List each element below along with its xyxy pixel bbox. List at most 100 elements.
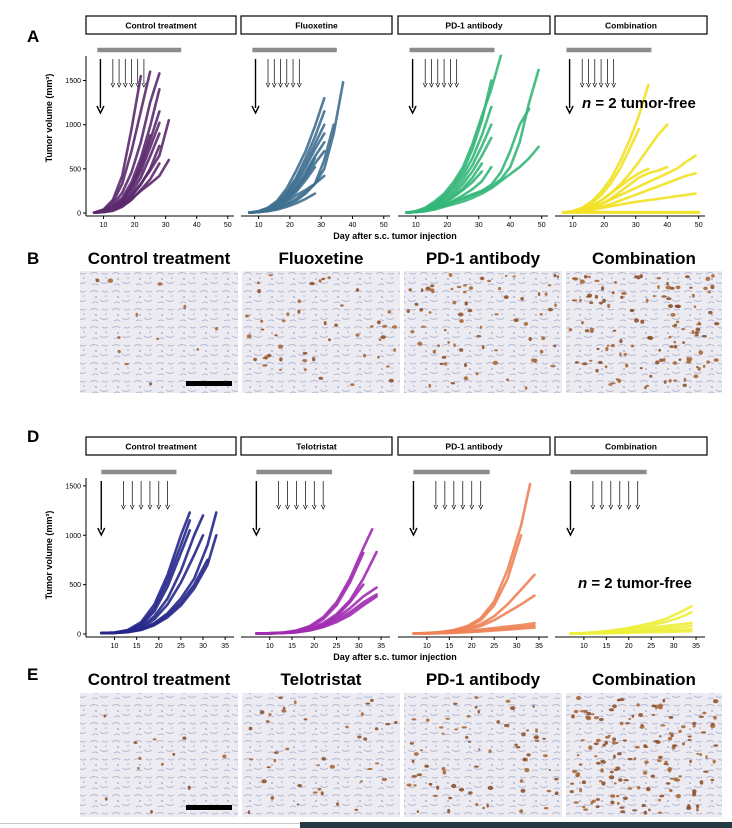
stained-cell bbox=[668, 379, 672, 383]
stained-cell bbox=[411, 718, 417, 721]
stained-cell bbox=[585, 716, 592, 721]
stained-cell bbox=[428, 783, 432, 786]
x-tick-label: 35 bbox=[221, 643, 229, 650]
stained-cell bbox=[532, 705, 535, 708]
histology-label: Fluoxetine bbox=[278, 249, 363, 268]
x-tick-label: 10 bbox=[423, 643, 431, 650]
stained-cell bbox=[539, 313, 543, 316]
stained-cell bbox=[274, 334, 278, 337]
stained-cell bbox=[605, 346, 609, 352]
cell-injection-arrow bbox=[408, 59, 417, 115]
treatment-arrow bbox=[156, 481, 162, 510]
stained-cell bbox=[520, 297, 524, 301]
stained-cell bbox=[672, 744, 678, 747]
treatment-arrow bbox=[460, 481, 466, 510]
stained-cell bbox=[302, 359, 308, 363]
stained-cell bbox=[441, 355, 447, 359]
stained-cell bbox=[648, 808, 651, 812]
stained-cell bbox=[576, 695, 582, 701]
stained-cell bbox=[534, 739, 540, 743]
stained-cell bbox=[296, 803, 300, 806]
stained-cell bbox=[589, 327, 595, 331]
scale-bar bbox=[186, 805, 232, 810]
stained-cell bbox=[408, 288, 412, 292]
treatment-arrow bbox=[422, 59, 428, 88]
stained-cell bbox=[487, 785, 494, 791]
stained-cell bbox=[639, 367, 643, 370]
stained-cell bbox=[362, 354, 367, 358]
stained-cell bbox=[708, 310, 713, 315]
stained-cell bbox=[370, 698, 374, 703]
growth-chart-d-2: Telotristat 10 15 20 25 30 35 bbox=[240, 436, 393, 650]
stained-cell bbox=[636, 703, 640, 707]
x-tick-label: 25 bbox=[490, 643, 498, 650]
stained-cell bbox=[279, 368, 282, 371]
treatment-arrow bbox=[608, 481, 614, 510]
stained-cell bbox=[616, 698, 621, 702]
stained-cell bbox=[696, 804, 700, 809]
stained-cell bbox=[640, 724, 644, 727]
histology-b-4: Combination bbox=[566, 249, 722, 393]
stained-cell bbox=[320, 791, 324, 796]
x-tick-label: 30 bbox=[199, 643, 207, 650]
stained-cell bbox=[598, 780, 603, 783]
stained-cell bbox=[683, 377, 687, 382]
stained-cell bbox=[365, 702, 371, 705]
stained-cell bbox=[452, 301, 457, 305]
x-tick-label: 15 bbox=[445, 643, 453, 650]
bottom-divider bbox=[0, 823, 300, 824]
x-tick-label: 20 bbox=[443, 222, 451, 229]
stained-cell bbox=[156, 337, 160, 341]
scale-bar bbox=[186, 381, 232, 386]
histology-label: Control treatment bbox=[88, 670, 231, 689]
stained-cell bbox=[537, 292, 541, 297]
treatment-arrow bbox=[433, 481, 439, 510]
stained-cell bbox=[628, 717, 632, 720]
stained-cell bbox=[698, 350, 704, 355]
stained-cell bbox=[437, 344, 440, 348]
stained-cell bbox=[604, 740, 608, 745]
stained-cell bbox=[681, 725, 686, 729]
stained-cell bbox=[645, 298, 649, 303]
stained-cell bbox=[133, 741, 138, 744]
stained-cell bbox=[579, 279, 585, 284]
stained-cell bbox=[474, 696, 479, 699]
stained-cell bbox=[631, 714, 635, 718]
stained-cell bbox=[475, 372, 479, 376]
stained-cell bbox=[444, 362, 448, 366]
stained-cell bbox=[260, 328, 265, 331]
stained-cell bbox=[135, 312, 139, 317]
stained-cell bbox=[519, 809, 524, 814]
stained-cell bbox=[441, 732, 445, 735]
stained-cell bbox=[669, 732, 672, 735]
stained-cell bbox=[413, 752, 419, 756]
series-line-2 bbox=[255, 551, 365, 635]
series-line-6 bbox=[569, 629, 693, 635]
histology-image bbox=[80, 693, 238, 817]
stained-cell bbox=[703, 286, 708, 291]
x-tick-label: 20 bbox=[155, 643, 163, 650]
stained-cell bbox=[579, 298, 582, 302]
stained-cell bbox=[685, 275, 690, 279]
chart-title: Control treatment bbox=[125, 21, 196, 31]
cell-injection-arrow bbox=[566, 481, 575, 537]
stained-cell bbox=[655, 740, 661, 744]
stained-cell bbox=[482, 806, 485, 810]
stained-cell bbox=[303, 718, 308, 721]
stained-cell bbox=[665, 782, 671, 785]
stained-cell bbox=[625, 363, 629, 368]
stained-cell bbox=[424, 764, 430, 768]
stained-cell bbox=[281, 319, 286, 323]
growth-chart-d-3: PD-1 antibody 10 15 20 25 30 35 bbox=[397, 436, 551, 650]
tumor-free-annotation: n = 2 tumor-free bbox=[582, 95, 696, 112]
stained-cell bbox=[647, 336, 654, 340]
treatment-arrow bbox=[605, 59, 610, 88]
stained-cell bbox=[661, 295, 667, 298]
stained-cell bbox=[543, 754, 548, 758]
stained-cell bbox=[676, 320, 680, 324]
stained-cell bbox=[656, 277, 662, 280]
x-tick-label: 10 bbox=[412, 222, 420, 229]
stained-cell bbox=[355, 333, 360, 337]
stained-cell bbox=[694, 331, 700, 335]
stained-cell bbox=[569, 790, 574, 794]
